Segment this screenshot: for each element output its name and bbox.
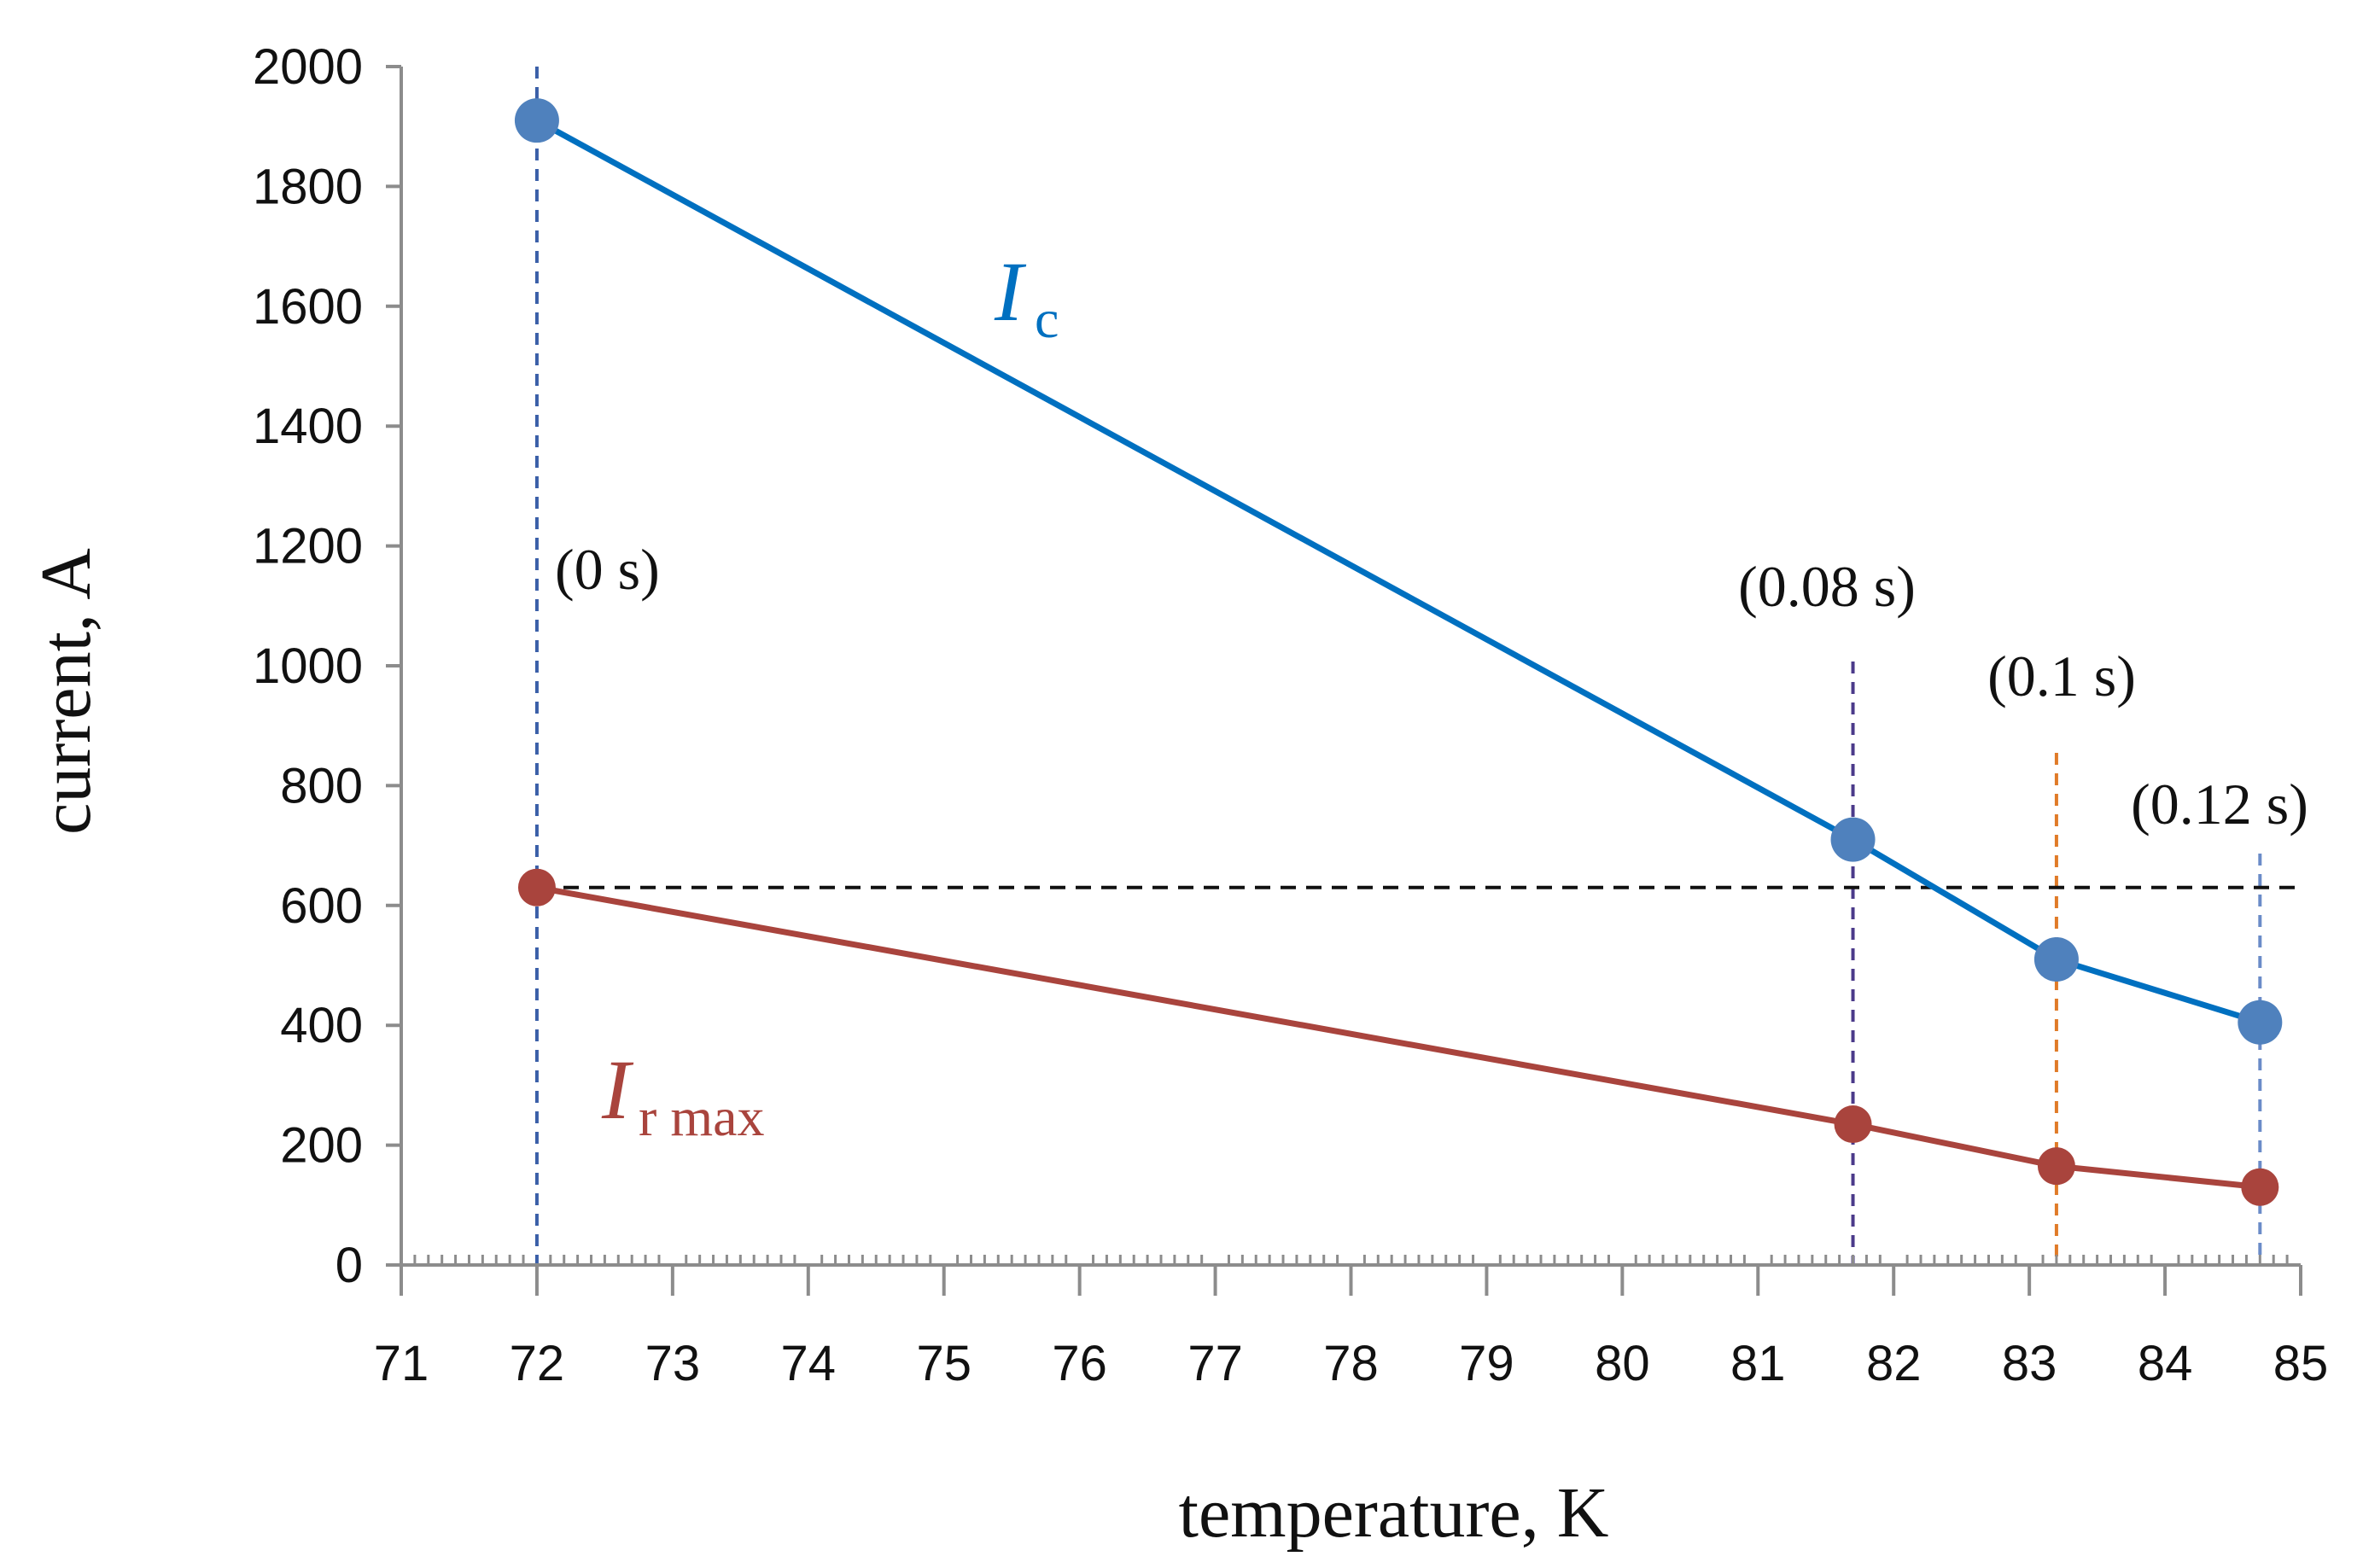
reference-lines [534, 67, 2301, 1265]
y-tick-label: 1400 [253, 399, 363, 454]
x-tick-label: 84 [2138, 1336, 2193, 1391]
y-tick-label: 1800 [253, 159, 363, 214]
time-label: (0.08 s) [1738, 554, 1916, 619]
x-tick-label: 74 [781, 1336, 837, 1391]
time-label: (0.1 s) [1987, 644, 2136, 708]
data-point [1830, 817, 1876, 862]
time-label: (0.12 s) [2131, 772, 2308, 836]
y-tick-label: 1600 [253, 279, 363, 335]
y-tick-label: 800 [280, 758, 363, 813]
x-tick-label: 79 [1459, 1336, 1514, 1391]
series-label: I [994, 244, 1027, 339]
series-line [535, 118, 2261, 1026]
x-tick-label: 72 [510, 1336, 565, 1391]
data-point [2241, 1168, 2279, 1206]
x-tick-label: 80 [1595, 1336, 1650, 1391]
data-point [517, 868, 556, 906]
series-line [536, 884, 2261, 1191]
y-tick-label: 400 [280, 998, 363, 1053]
x-tick-label: 78 [1323, 1336, 1379, 1391]
data-point [1834, 1105, 1872, 1144]
series-label-subscript: r max [639, 1087, 765, 1147]
y-tick-label: 200 [280, 1118, 363, 1174]
x-tick-label: 77 [1187, 1336, 1243, 1391]
y-tick-label: 1200 [253, 519, 363, 574]
data-point [2033, 936, 2079, 982]
axes: 0 200 400 600 800 1000 1200 1400 1600 1800 2000 71 7… [26, 39, 2328, 1553]
y-tick-label: 0 [335, 1238, 363, 1293]
y-tick-label: 1000 [253, 638, 363, 694]
x-tick-label: 85 [2273, 1336, 2329, 1391]
x-tick-label: 73 [645, 1336, 701, 1391]
data-point [514, 98, 559, 143]
data-point [2037, 1147, 2075, 1186]
y-axis-title: current, A [26, 548, 106, 835]
time-label: (0 s) [555, 537, 660, 602]
x-axis-title: temperature, K [1179, 1473, 1609, 1553]
labels-layer: (0 s) (0.08 s)(0.1 s)(0.12 s)I cI r max [555, 244, 2308, 1147]
y-tick-label: 600 [280, 878, 363, 934]
x-tick-label: 81 [1730, 1336, 1786, 1391]
x-tick-label: 82 [1866, 1336, 1922, 1391]
data-point [2238, 1000, 2283, 1045]
x-tick-label: 83 [2002, 1336, 2057, 1391]
series-label: I [601, 1042, 634, 1137]
x-tick-label: 76 [1052, 1336, 1107, 1391]
series-layer [514, 98, 2283, 1206]
x-tick-label: 71 [374, 1336, 429, 1391]
series-label-subscript: c [1035, 289, 1059, 349]
x-tick-label: 75 [916, 1336, 971, 1391]
y-tick-label: 2000 [253, 39, 363, 95]
